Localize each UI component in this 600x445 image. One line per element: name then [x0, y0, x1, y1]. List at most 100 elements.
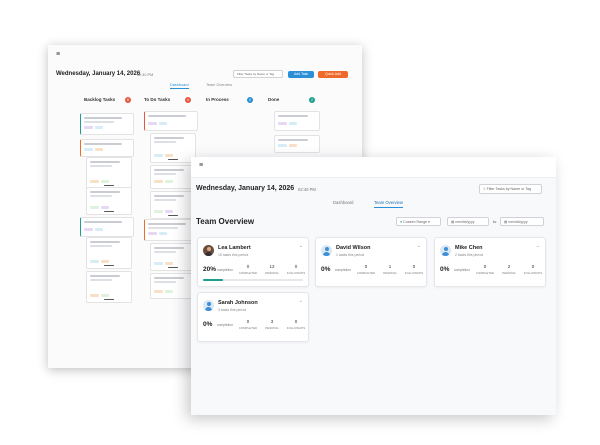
column-title: Backlog Tasks: [84, 97, 116, 102]
text-placeholder: [148, 227, 178, 229]
tag: [165, 262, 173, 265]
tab-active[interactable]: Team Overview: [374, 200, 403, 208]
column-count: 2: [309, 96, 315, 103]
tag: [90, 206, 99, 209]
expand-icon[interactable]: ⌄: [416, 243, 421, 249]
tag: [278, 144, 287, 147]
menu-icon[interactable]: ≡: [56, 51, 61, 58]
member-cards: Lea Lambert 15 tasks this period ⌄ 20% compl…: [191, 157, 556, 415]
stat-value: 0: [412, 264, 416, 269]
column-title: Done: [268, 97, 280, 102]
text-placeholder: [154, 281, 176, 283]
stat: 0 FOLLOWUPS: [402, 264, 426, 275]
date-title: Wednesday, January 14, 2026: [56, 71, 141, 77]
tag: [165, 154, 173, 157]
stat-value: 0: [364, 264, 368, 269]
task-card: [274, 135, 320, 153]
tag: [104, 184, 114, 186]
tab[interactable]: Dashboard: [333, 200, 354, 205]
tag: [95, 126, 103, 129]
member-name: David Wilson: [336, 245, 371, 251]
text-placeholder: [90, 195, 112, 197]
text-placeholder: [90, 161, 120, 163]
stat-value: 1: [388, 264, 392, 269]
stat-value: 0: [294, 319, 298, 324]
date-to[interactable]: ▦ mm/dd/yyyy: [500, 217, 544, 226]
text-placeholder: [90, 279, 112, 281]
expand-icon[interactable]: ⌄: [535, 243, 540, 249]
add-task-button[interactable]: Add Task: [288, 70, 314, 78]
text-placeholder: [154, 137, 184, 139]
search-input[interactable]: Filter Tasks by Name or Tag: [233, 70, 283, 78]
stat-label: COMPLETED: [356, 271, 376, 275]
tag: [159, 122, 167, 125]
expand-icon[interactable]: ⌄: [298, 298, 303, 304]
stat-label: PENDING: [265, 326, 279, 330]
range-select[interactable]: ● Custom Range ▾: [396, 217, 441, 226]
task-card: [86, 237, 132, 269]
member-name: Lea Lambert: [218, 245, 251, 251]
text-placeholder: [90, 275, 120, 277]
calendar-icon: ▦: [504, 220, 508, 224]
task-card: [150, 243, 196, 271]
member-tasks: 3 tasks this period: [218, 308, 247, 312]
text-placeholder: [148, 115, 186, 117]
tag: [101, 294, 109, 297]
tag: [84, 126, 93, 129]
stat-label: FOLLOWUPS: [523, 271, 543, 275]
stat-value: 3: [270, 319, 274, 324]
tag: [90, 260, 99, 263]
range-icon: ●: [400, 220, 403, 224]
completion-percent: 20%: [203, 266, 217, 273]
member-card[interactable]: Lea Lambert 15 tasks this period ⌄ 20% compl…: [197, 237, 309, 287]
member-card[interactable]: Mike Chen 2 tasks this period ⌄ 0% completio…: [434, 237, 546, 287]
tag: [168, 214, 178, 216]
member-card[interactable]: David Wilson 1 tasks this period ⌄ 0% comple…: [315, 237, 427, 287]
stat-value: 0: [246, 319, 250, 324]
top-bar: [191, 157, 556, 178]
tag: [154, 290, 163, 293]
menu-icon[interactable]: ≡: [199, 162, 204, 169]
tag: [104, 264, 114, 266]
tag: [148, 122, 157, 125]
stat: 0 FOLLOWUPS: [284, 264, 308, 275]
tag: [148, 232, 157, 235]
task-card: [274, 111, 320, 131]
stat-value: 2: [507, 264, 511, 269]
expand-icon[interactable]: ⌄: [298, 243, 303, 249]
text-placeholder: [154, 195, 184, 197]
tag: [84, 228, 93, 231]
stat-label: PENDING: [502, 271, 516, 275]
member-name: Sarah Johnson: [218, 300, 258, 306]
text-placeholder: [90, 241, 120, 243]
tag: [95, 148, 103, 151]
time: 02:40 PM: [298, 187, 316, 192]
tag: [101, 260, 109, 263]
column-title: To Do Tasks: [144, 97, 171, 102]
column-count: 0: [247, 96, 253, 103]
member-card[interactable]: Sarah Johnson 3 tasks this period ⌄ 0% compl…: [197, 292, 309, 342]
date-from[interactable]: ▦ mm/dd/yyyy: [447, 217, 489, 226]
text-placeholder: [154, 277, 184, 279]
task-card: [144, 219, 198, 241]
tag: [165, 180, 173, 183]
task-card: [150, 191, 196, 219]
quick-add-button[interactable]: Quick Add: [318, 70, 348, 78]
stat-label: FOLLOWUPS: [286, 271, 306, 275]
stat-value: 0: [531, 264, 535, 269]
tag: [165, 210, 173, 213]
text-placeholder: [154, 251, 176, 253]
tab[interactable]: Dashboard: [170, 83, 189, 89]
tab[interactable]: Team Overview: [206, 83, 233, 87]
text-placeholder: [148, 223, 186, 225]
date-to-text: mm/dd/yyyy: [508, 220, 528, 224]
completion-label: completion: [335, 268, 351, 272]
search-input[interactable]: ⚲ Filter Tasks by Name or Tag: [479, 184, 542, 194]
stat-value: 12: [269, 264, 275, 269]
task-card: [150, 273, 196, 299]
avatar: [203, 300, 214, 311]
tag: [159, 232, 167, 235]
stat-label: COMPLETED: [238, 271, 258, 275]
stat: 0 COMPLETED: [236, 319, 260, 330]
